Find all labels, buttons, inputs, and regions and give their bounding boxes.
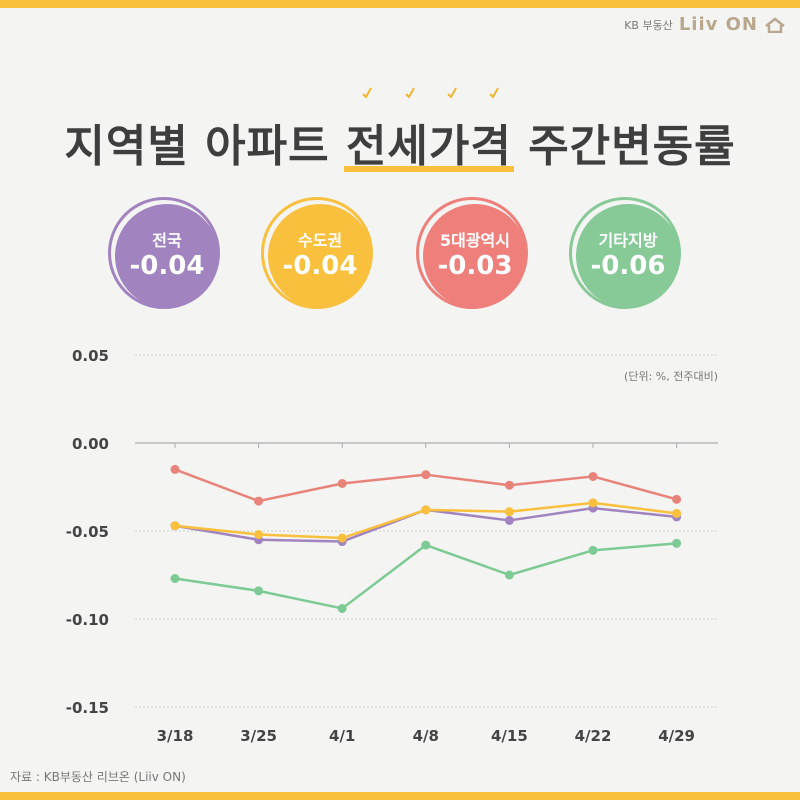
line-chart: (단위: %, 전주대비) 0.05 0.00 -0.05 -0.10 -0.15 3/1… [66, 347, 718, 745]
unit-note: (단위: %, 전주대비) [624, 370, 718, 383]
house-icon [765, 16, 785, 33]
badge-nation: 전국 -0.04 [108, 197, 220, 309]
data-point-metro [672, 494, 682, 504]
title-highlight: 전세가격 [343, 110, 514, 174]
check-icon [362, 87, 372, 99]
decorative-checks [0, 86, 800, 110]
y-tick-label: -0.05 [66, 523, 109, 541]
badge-label: 전국 [152, 231, 182, 250]
badge-capital: 수도권 -0.04 [261, 197, 373, 309]
badge-label: 수도권 [297, 231, 343, 250]
badge-value: -0.03 [437, 251, 513, 281]
x-tick-label: 4/22 [575, 727, 612, 745]
series-line-other [174, 542, 677, 610]
badge-value: -0.04 [129, 251, 205, 281]
data-point-capital [504, 507, 514, 517]
data-point-metro [254, 496, 264, 506]
check-icon [405, 87, 415, 99]
badge-value: -0.04 [282, 251, 358, 281]
badge-metro: 5대광역시 -0.03 [416, 197, 528, 309]
data-point-other [254, 586, 264, 596]
data-point-other [672, 538, 682, 548]
data-point-capital [421, 505, 431, 515]
data-point-metro [504, 480, 514, 490]
brand-company: KB 부동산 [624, 18, 673, 32]
data-point-metro [421, 470, 431, 480]
brand-logo: Liiv ON [678, 14, 758, 35]
badge-label: 5대광역시 [439, 231, 510, 250]
page-title: 지역별 아파트 전세가격 주간변동률 [0, 110, 800, 174]
x-tick-label: 4/8 [413, 727, 439, 745]
data-point-other [421, 540, 431, 550]
badge-other: 기타지방 -0.06 [569, 197, 681, 309]
title-prefix: 지역별 아파트 [64, 121, 330, 172]
check-icon [447, 87, 457, 99]
data-point-capital [337, 533, 347, 543]
x-tick-label: 4/1 [329, 727, 355, 745]
data-point-metro [170, 464, 180, 474]
badge-label: 기타지방 [598, 231, 658, 250]
bottom-frame-bar [0, 792, 800, 800]
source-note: 자료 : KB부동산 리브온 (Liiv ON) [10, 770, 186, 784]
check-icon [489, 87, 499, 99]
data-point-other [588, 545, 598, 555]
data-point-capital [254, 530, 264, 540]
x-tick-label: 3/25 [240, 727, 277, 745]
x-tick-label: 3/18 [157, 727, 194, 745]
data-point-capital [672, 508, 682, 518]
y-tick-label: -0.10 [66, 611, 109, 629]
data-point-capital [588, 498, 598, 508]
y-tick-label: 0.05 [72, 347, 109, 365]
x-tick-label: 4/29 [658, 727, 695, 745]
data-point-other [504, 570, 514, 580]
x-tick-label: 4/15 [491, 727, 528, 745]
data-point-other [170, 574, 180, 584]
y-tick-label: -0.15 [66, 699, 109, 717]
data-point-capital [170, 521, 180, 531]
data-point-metro [588, 471, 598, 481]
title-suffix: 주간변동률 [528, 121, 736, 172]
brand-logo-area: KB 부동산 Liiv ON [624, 14, 786, 35]
y-tick-label: 0.00 [72, 435, 109, 453]
top-frame-bar [0, 0, 800, 8]
data-point-metro [337, 478, 347, 488]
badge-value: -0.06 [590, 251, 666, 281]
data-point-nation [504, 515, 514, 525]
data-point-other [337, 603, 347, 613]
